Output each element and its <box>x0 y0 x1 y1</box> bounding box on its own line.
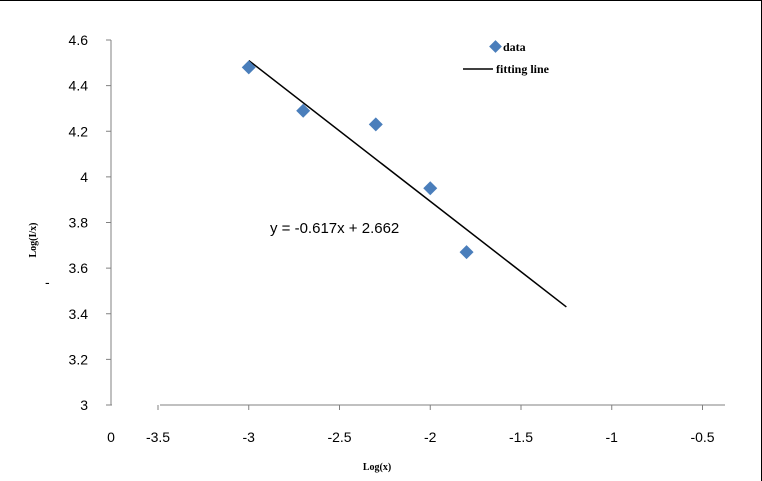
y-tick-label: 3.4 <box>69 306 89 322</box>
data-point <box>423 181 438 196</box>
x-tick-label: 0 <box>107 429 115 445</box>
legend-data-label: data <box>503 40 526 54</box>
y-tick-label: 4.6 <box>69 32 89 48</box>
y-axis-label: Log(I/x) <box>28 223 39 258</box>
x-tick-label: -2.5 <box>327 429 351 445</box>
x-tick-label: -1 <box>606 429 619 445</box>
data-point <box>296 103 311 118</box>
y-tick-label: 3.6 <box>69 260 89 276</box>
data-point <box>459 245 474 260</box>
x-tick-label: -1.5 <box>509 429 533 445</box>
legend-data-marker <box>489 40 502 53</box>
data-point <box>241 60 256 75</box>
y-tick-label: 4.2 <box>69 123 89 139</box>
y-tick-label: 3.8 <box>69 215 89 231</box>
x-axis-label: Log(x) <box>363 462 391 473</box>
y-tick-label: 3 <box>80 397 88 413</box>
fitting-line <box>248 59 567 308</box>
data-point <box>368 117 383 132</box>
y-tick-group: 3 3.2 3.4 3.6 3.8 4 4.2 4.4 4.6 <box>69 32 111 413</box>
y-tick-label: 4 <box>80 169 88 185</box>
x-tick-label: -3.5 <box>146 429 170 445</box>
x-tick-group: 0 -3.5 -3 -2.5 -2 -1.5 -1 -0.5 <box>107 405 715 445</box>
data-points <box>241 60 474 260</box>
legend-fit-label: fitting line <box>496 62 550 76</box>
fit-equation: y = -0.617x + 2.662 <box>270 220 399 237</box>
y-tick-label: 4.4 <box>69 78 89 94</box>
x-tick-label: -2 <box>424 429 437 445</box>
stray-dash: - <box>45 274 50 290</box>
x-tick-label: -3 <box>243 429 256 445</box>
x-tick-label: -0.5 <box>690 429 714 445</box>
y-tick-label: 3.2 <box>69 351 89 367</box>
legend: data fitting line <box>463 40 550 76</box>
